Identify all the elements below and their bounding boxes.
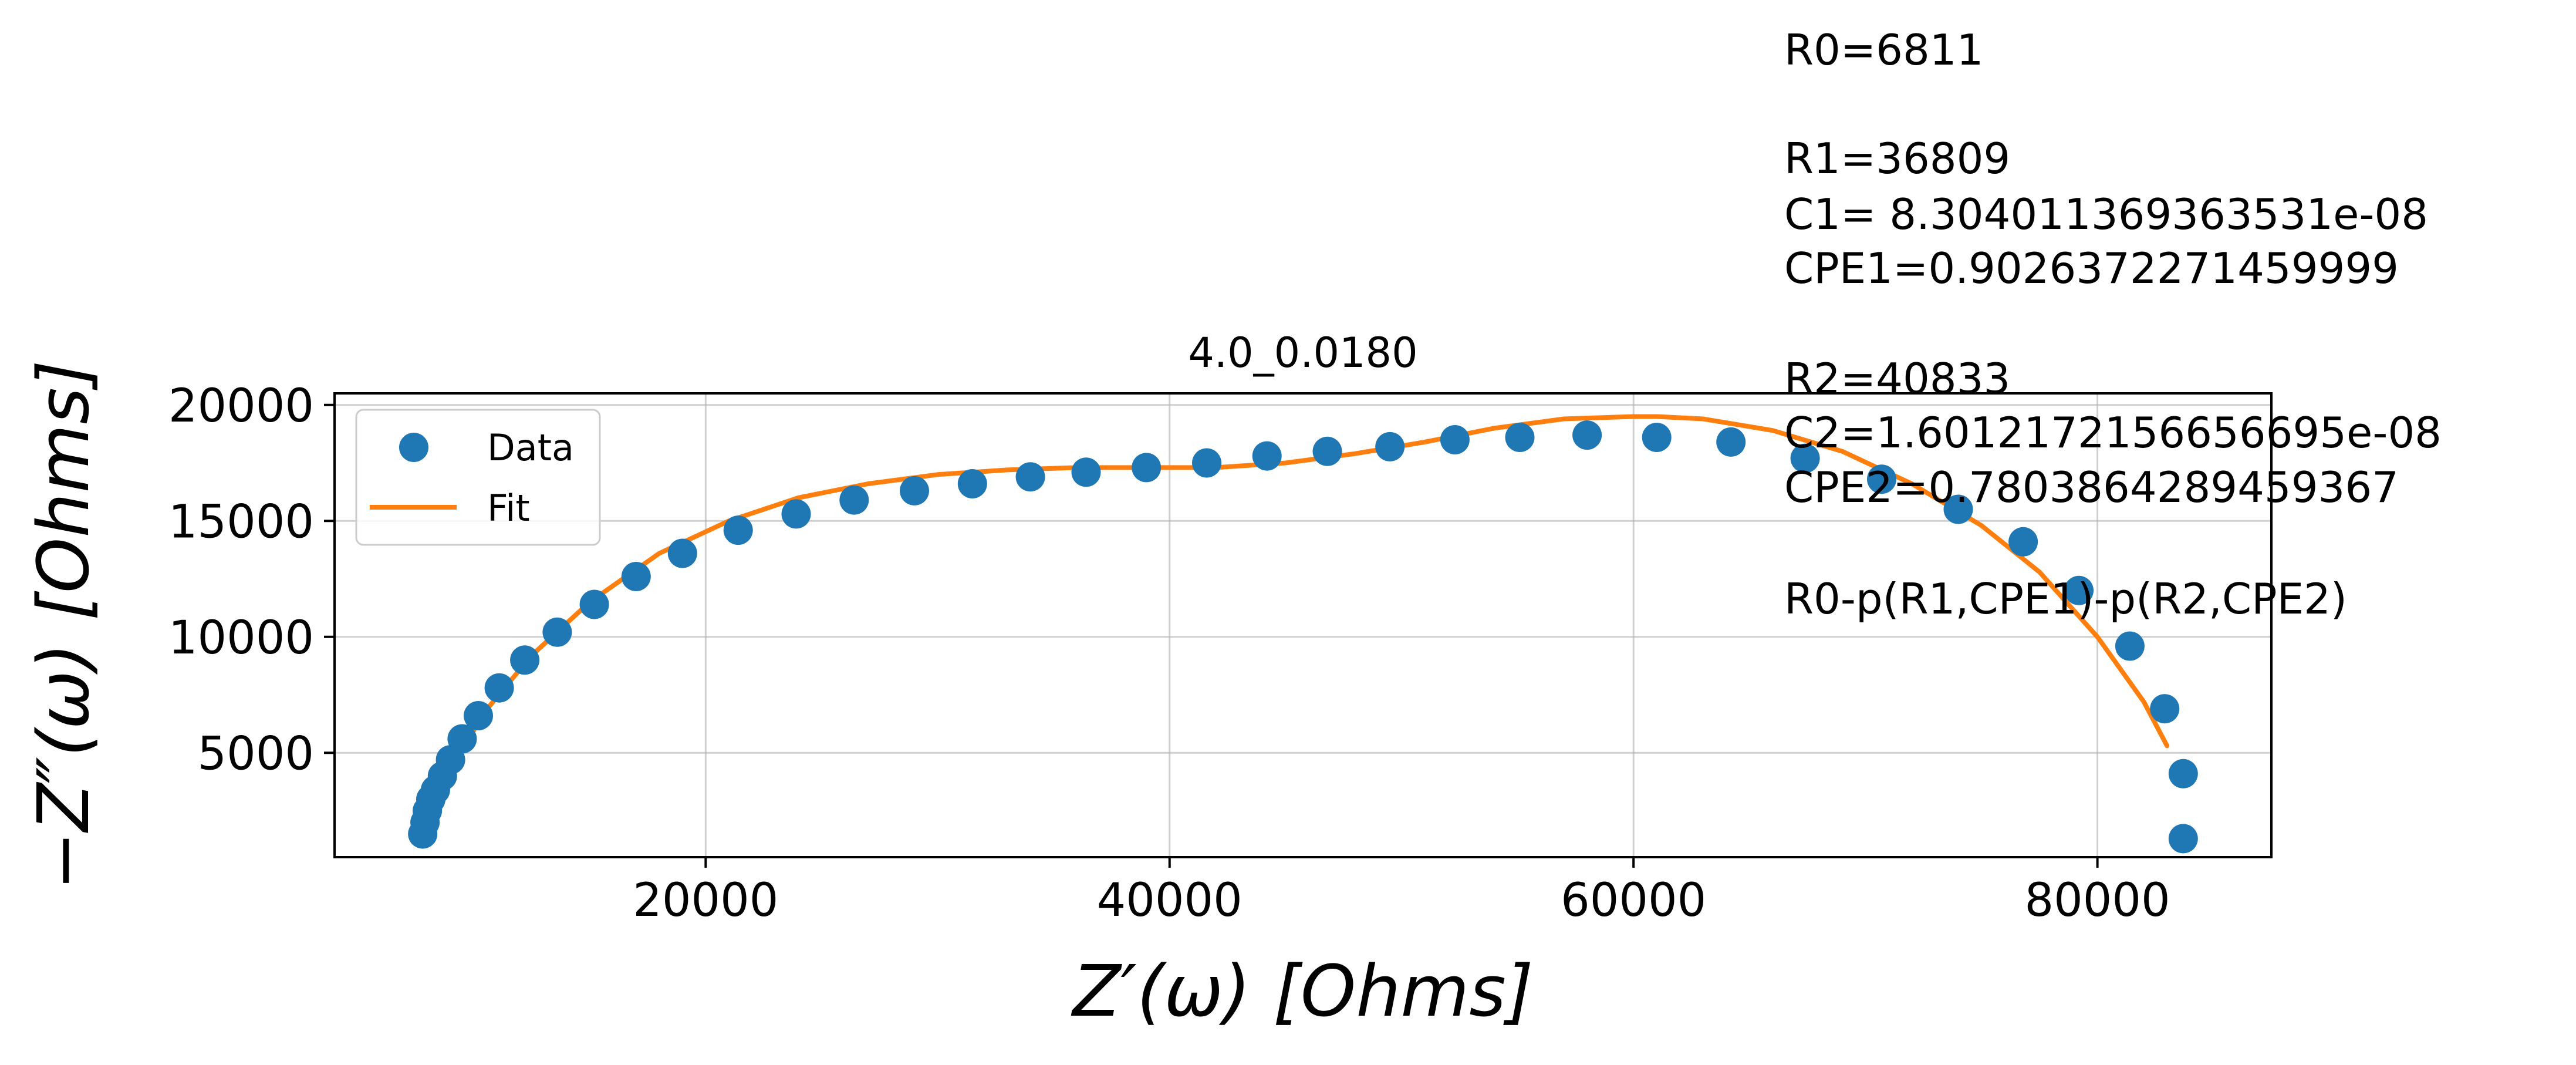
plot-frame — [333, 392, 2273, 858]
data-point — [957, 469, 987, 498]
data-point — [621, 562, 651, 591]
data-point — [1015, 462, 1045, 492]
legend-fit-label: Fit — [487, 487, 530, 530]
data-point — [1132, 453, 1162, 483]
y-axis-label: −Z″(ω) [Ohms] — [23, 360, 105, 890]
data-point — [1642, 423, 1672, 452]
data-point — [1790, 443, 1820, 473]
data-point — [2008, 527, 2038, 557]
data-point — [1071, 457, 1101, 487]
data-point — [542, 617, 572, 647]
data-point — [1505, 423, 1535, 452]
data-point — [447, 724, 477, 754]
data-point — [2064, 575, 2094, 605]
data-point — [1375, 432, 1405, 461]
annotation-line: R0-p(R1,CPE1)-p(R2,CPE2) — [1784, 574, 2347, 624]
data-point — [1312, 436, 1342, 466]
data-point — [1192, 448, 1221, 478]
annotation-line: C1= 8.304011369363531e-08 — [1784, 190, 2428, 239]
grid-lines — [335, 393, 2271, 857]
data-point — [1440, 425, 1470, 454]
x-tick-label: 20000 — [633, 874, 778, 927]
annotation-line: R0=6811 — [1784, 25, 1983, 75]
x-tick-label: 40000 — [1097, 874, 1243, 927]
data-point — [839, 485, 869, 515]
data-point — [484, 673, 514, 703]
fit-parameters-annotation: R0=6811 R1=36809 C1= 8.304011369363531e-… — [1784, 25, 2442, 624]
data-point — [1716, 427, 1746, 457]
chart-title: 4.0_0.0180 — [1188, 329, 1417, 377]
data-point — [2168, 759, 2198, 788]
annotation-line: R1=36809 — [1784, 134, 2010, 183]
axis-ticks: 20000 40000 60000 80000 5000 10000 15000 20000 — [168, 380, 2170, 927]
x-tick-label: 60000 — [1561, 874, 1706, 927]
data-point — [1943, 494, 1973, 524]
y-tick-label: 5000 — [197, 727, 314, 780]
data-point — [2150, 694, 2180, 724]
data-point — [464, 701, 493, 730]
x-tick-label: 80000 — [2025, 874, 2170, 927]
annotation-line: C2=1.6012172156656695e-08 — [1784, 408, 2442, 457]
data-series — [408, 420, 2198, 854]
annotation-line: R2=40833 — [1784, 354, 2010, 403]
data-point — [1572, 420, 1602, 450]
annotation-line: CPE2=0.7803864289459367 — [1784, 463, 2399, 512]
legend-data-marker — [399, 433, 428, 462]
y-tick-label: 10000 — [168, 612, 314, 665]
data-point — [2168, 824, 2198, 854]
data-point — [1867, 464, 1896, 494]
y-tick-label: 15000 — [168, 496, 314, 548]
data-point — [510, 645, 540, 675]
data-point — [2115, 631, 2145, 661]
legend-data-label: Data — [487, 426, 574, 469]
data-point — [1252, 441, 1282, 471]
data-point — [900, 476, 929, 505]
y-tick-label: 20000 — [168, 380, 314, 433]
data-point — [723, 515, 753, 545]
annotation-line: CPE1=0.9026372271459999 — [1784, 244, 2399, 293]
data-point — [667, 538, 697, 568]
legend: Data Fit — [355, 409, 601, 546]
data-point — [781, 499, 811, 529]
data-point — [579, 589, 609, 619]
x-axis-label: Z′(ω) [Ohms] — [1071, 951, 1533, 1033]
